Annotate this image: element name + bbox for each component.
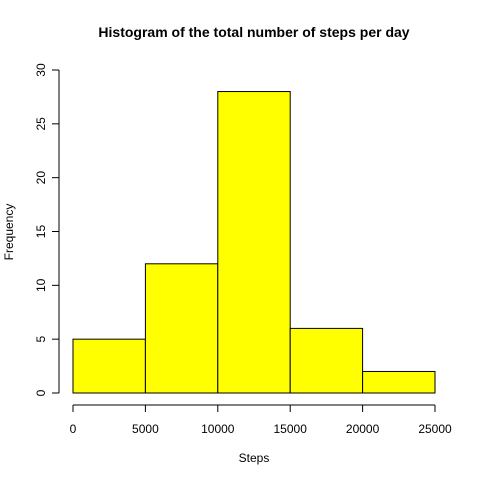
- y-tick-label-2: 10: [34, 278, 48, 292]
- y-tick-label-0: 0: [34, 389, 48, 396]
- x-ticks: 0 5000 10000 15000 20000 25000: [70, 405, 452, 436]
- y-tick-label-5: 25: [34, 117, 48, 131]
- x-tick-label-4: 20000: [346, 422, 380, 436]
- y-tick-label-4: 20: [34, 171, 48, 185]
- y-tick-label-3: 15: [34, 225, 48, 239]
- x-tick-label-5: 25000: [418, 422, 452, 436]
- y-tick-label-1: 5: [34, 336, 48, 343]
- chart-title: Histogram of the total number of steps p…: [98, 24, 409, 40]
- x-axis-label: Steps: [239, 451, 270, 465]
- histogram-bar-4: [362, 370, 436, 394]
- histogram-bar-1: [144, 263, 219, 394]
- x-tick-label-0: 0: [70, 422, 77, 436]
- y-tick-label-6: 30: [34, 63, 48, 77]
- x-tick-label-2: 10000: [201, 422, 235, 436]
- histogram-bar-3: [289, 327, 364, 394]
- x-axis: 0 5000 10000 15000 20000 25000: [70, 404, 452, 436]
- x-tick-label-1: 5000: [132, 422, 159, 436]
- x-tick-label-3: 15000: [274, 422, 308, 436]
- histogram-bar-2: [217, 91, 291, 394]
- y-axis-label: Frequency: [2, 204, 16, 261]
- histogram-bar-0: [72, 338, 146, 394]
- bars-layer: [72, 91, 436, 394]
- y-axis: 0 5 10 15 20 25 30: [34, 63, 60, 396]
- y-ticks: 0 5 10 15 20 25 30: [34, 63, 59, 396]
